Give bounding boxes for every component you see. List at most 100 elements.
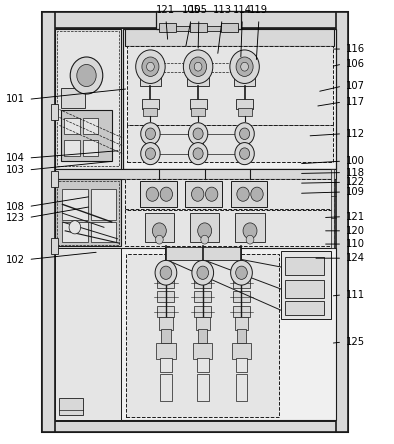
Text: 122: 122 [346,177,365,187]
Circle shape [145,148,156,159]
Bar [236,99,253,109]
Bar [146,134,155,154]
Circle shape [156,235,163,244]
Bar [187,73,209,86]
Circle shape [246,235,254,244]
Bar [158,306,175,317]
Circle shape [145,128,156,139]
Bar [91,222,116,242]
Bar [143,108,158,116]
Bar [127,46,333,125]
Bar [160,26,238,32]
Bar [194,277,211,288]
Text: 101: 101 [6,94,24,104]
Circle shape [235,123,254,145]
Bar [156,343,176,359]
Bar [56,169,336,179]
Text: 105: 105 [182,4,201,15]
Text: 108: 108 [6,202,24,211]
Bar [56,248,336,420]
Bar [198,329,207,343]
Text: 103: 103 [6,165,24,175]
Text: 114: 114 [233,4,252,15]
Bar [61,111,112,161]
Circle shape [142,57,159,76]
Bar [42,12,56,432]
Bar [221,24,238,32]
Bar [232,343,251,359]
Bar [194,306,211,317]
Circle shape [237,187,249,201]
Bar [285,301,323,315]
Circle shape [193,128,203,139]
Text: 116: 116 [346,44,365,54]
Bar [142,99,159,109]
Bar [185,181,222,206]
Bar [234,317,249,330]
Bar [194,291,211,302]
Bar [236,374,247,400]
Circle shape [197,266,208,279]
Bar [238,108,251,116]
Circle shape [230,50,259,83]
Circle shape [160,266,172,279]
Bar [160,374,172,400]
Bar [197,374,208,400]
Bar [83,118,98,134]
Bar [285,257,323,275]
Text: 124: 124 [346,253,365,263]
Bar [127,125,333,163]
Bar [233,306,250,317]
Circle shape [241,62,249,71]
Bar [236,358,247,372]
Circle shape [251,187,263,201]
Bar [61,114,85,134]
Bar [51,171,58,187]
Bar [123,29,336,169]
Text: 125: 125 [346,337,365,347]
Text: 109: 109 [346,187,365,197]
Text: 100: 100 [346,156,365,166]
Circle shape [236,57,253,76]
Circle shape [198,223,212,239]
Circle shape [192,260,214,285]
Circle shape [240,148,250,159]
Bar [197,358,208,372]
Circle shape [205,187,218,201]
Bar [42,420,348,432]
Bar [234,73,255,86]
Bar [139,73,161,86]
Bar [190,213,219,242]
Bar [233,291,250,302]
Bar [165,247,241,259]
Bar [156,11,242,29]
Bar [63,222,87,242]
Circle shape [236,266,247,279]
Circle shape [69,221,81,234]
Text: 118: 118 [346,167,365,178]
Bar [158,291,175,302]
Bar [161,329,171,343]
Text: 112: 112 [346,129,365,139]
Bar [125,29,334,46]
Bar [281,251,331,319]
Bar [91,189,116,220]
Bar [51,238,58,254]
Circle shape [190,57,206,76]
Bar [331,169,335,249]
Circle shape [152,223,166,239]
Bar [145,213,174,242]
Circle shape [240,128,250,139]
Bar [193,343,212,359]
Bar [233,277,250,288]
Bar [64,140,80,156]
Circle shape [160,187,173,201]
Bar [125,179,335,209]
Bar [42,12,348,28]
Bar [336,12,348,432]
Circle shape [188,143,208,165]
Bar [285,280,323,298]
Bar [235,213,265,242]
Bar [83,140,98,156]
Bar [196,317,210,330]
